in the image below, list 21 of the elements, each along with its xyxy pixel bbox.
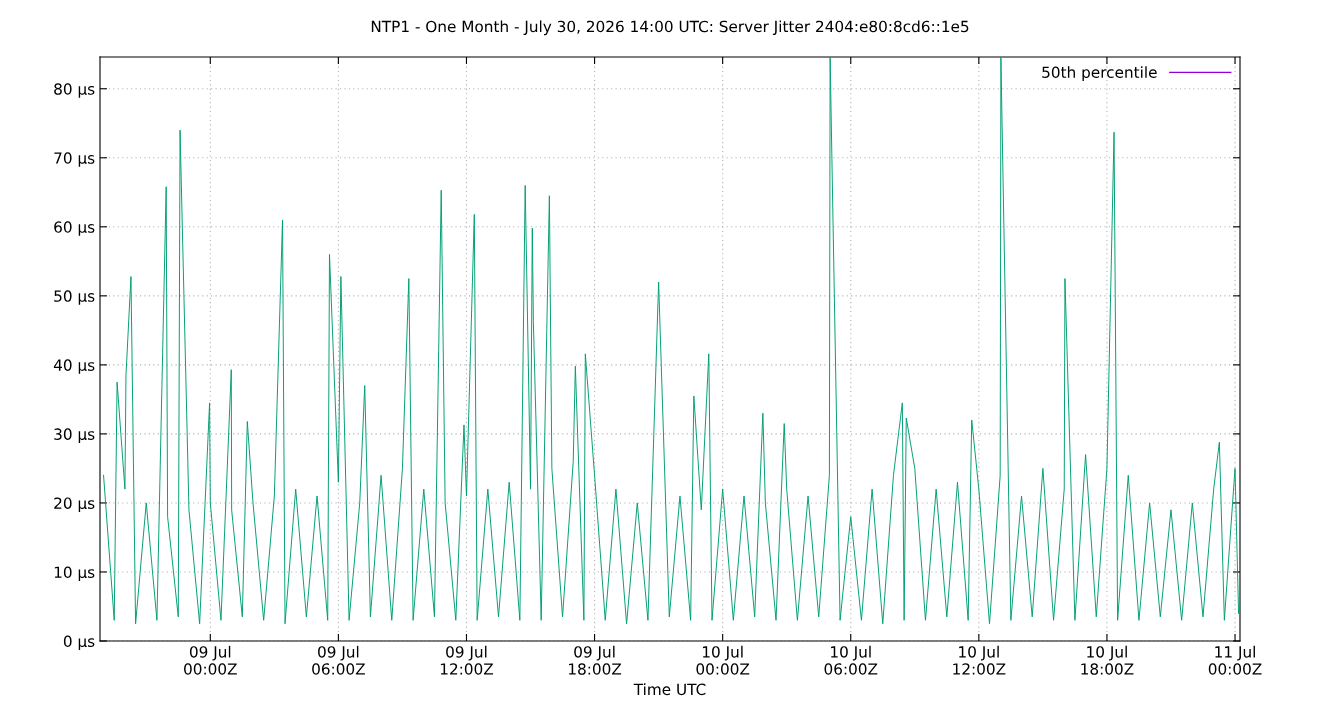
y-tick-label: 30 µs — [54, 428, 95, 443]
y-tick-label: 20 µs — [54, 497, 95, 512]
y-tick-label: 60 µs — [54, 221, 95, 236]
x-tick-label: 09 Jul 06:00Z — [312, 645, 365, 675]
y-tick-label: 70 µs — [54, 152, 95, 167]
x-tick-label: 09 Jul 18:00Z — [569, 645, 622, 675]
x-tick-label: 10 Jul 00:00Z — [696, 645, 750, 675]
y-tick-label: 50 µs — [54, 290, 95, 305]
legend-label: 50th percentile — [1042, 66, 1157, 81]
y-tick-label: 80 µs — [54, 83, 95, 98]
x-tick-label: 09 Jul 12:00Z — [440, 645, 494, 675]
x-tick-label: 09 Jul 00:00Z — [184, 645, 237, 675]
y-tick-label: 10 µs — [54, 566, 95, 581]
x-tick-label: 11 Jul 00:00Z — [1208, 645, 1262, 675]
chart-title: NTP1 - One Month - July 30, 2026 14:00 UTC: Server Jitter 2404:e80:8cd6::1e5 — [371, 20, 969, 36]
x-tick-label: 10 Jul 18:00Z — [1081, 645, 1134, 675]
x-tick-label: 10 Jul 12:00Z — [953, 645, 1006, 675]
y-tick-label: 0 µs — [63, 635, 95, 650]
x-axis-title: Time UTC — [633, 683, 706, 696]
x-tick-label: 10 Jul 06:00Z — [824, 645, 878, 675]
y-tick-label: 40 µs — [53, 359, 95, 374]
